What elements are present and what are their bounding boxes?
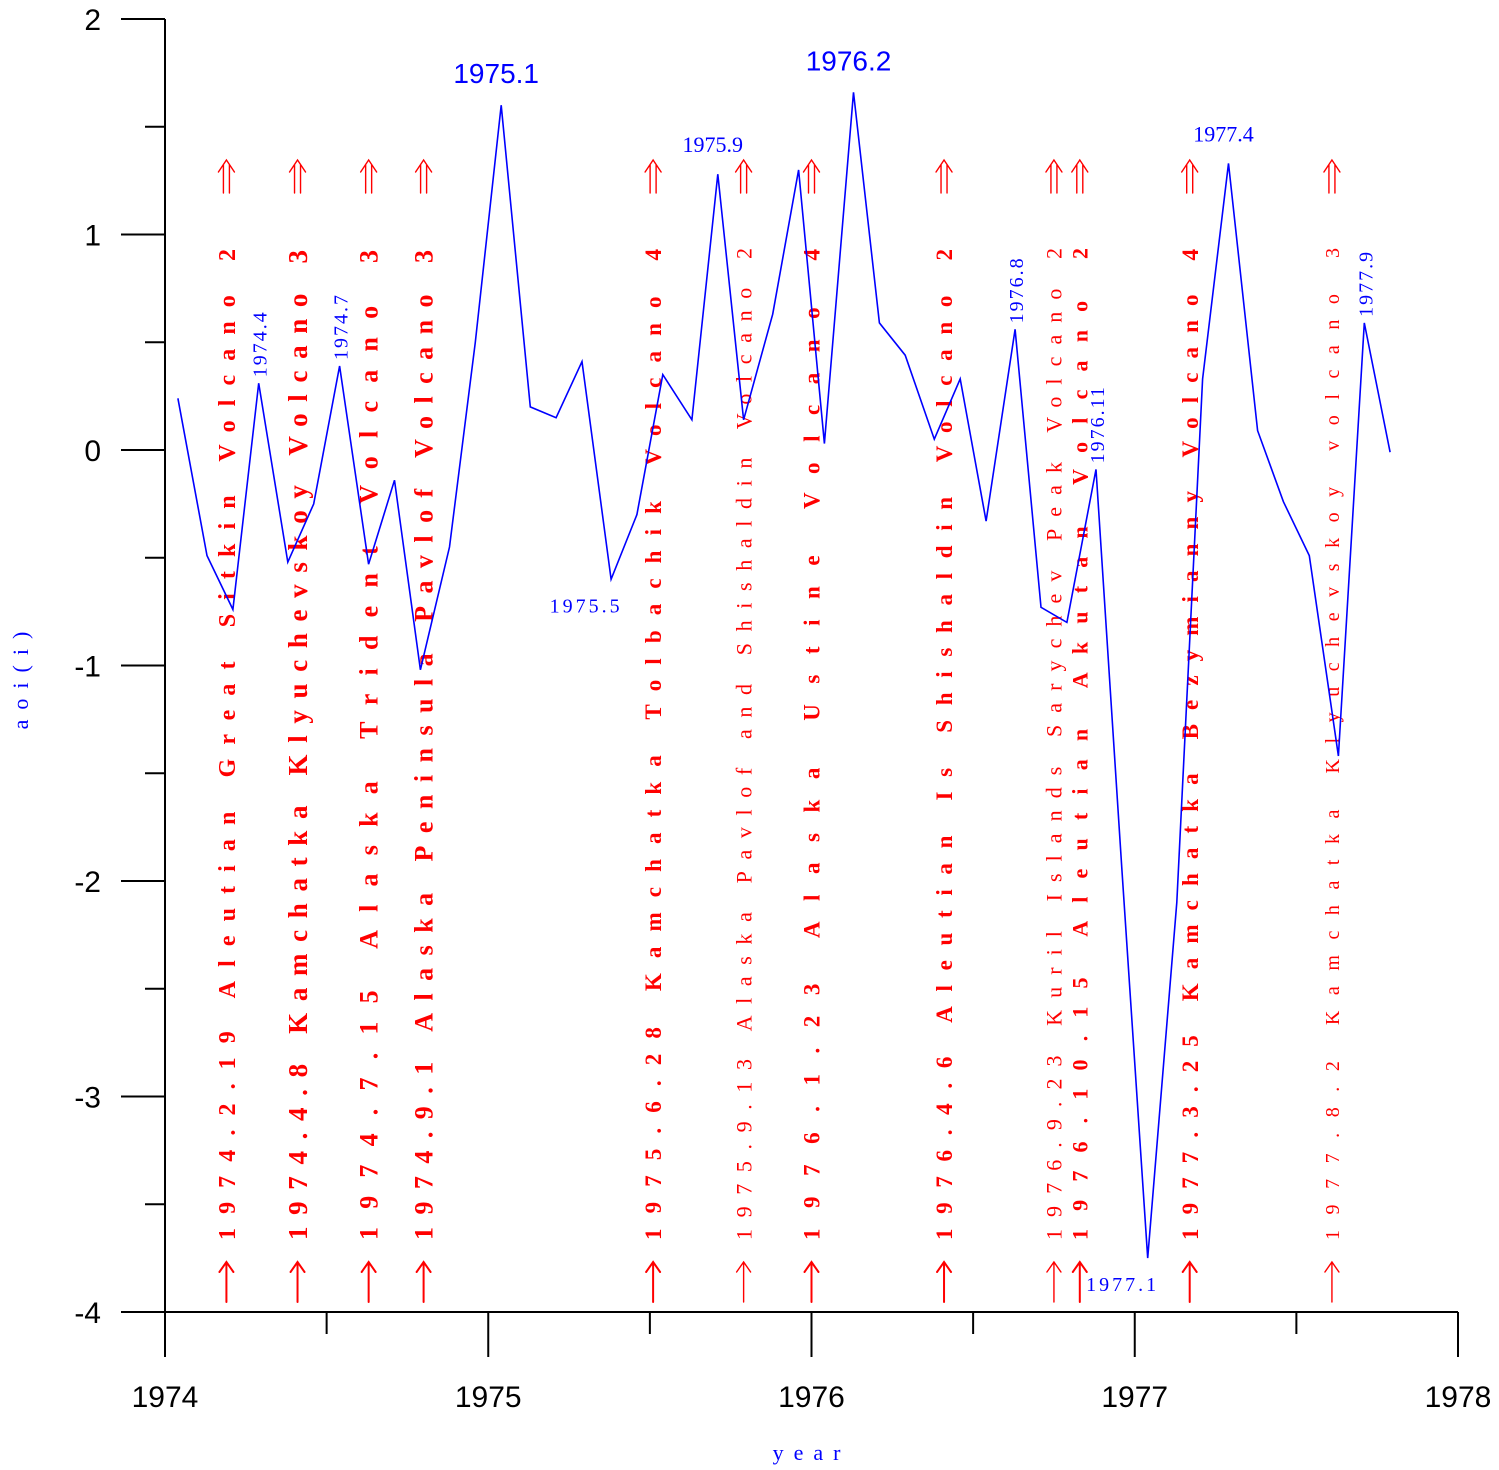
peak-label: 1975.5 — [550, 595, 623, 617]
peak-label: 1974.7 — [331, 293, 353, 360]
peak-label: 1976.2 — [806, 45, 892, 76]
peak-label: 1976.8 — [1006, 256, 1028, 323]
event-arrow-up-icon — [936, 1260, 953, 1303]
event-annotation: 1976.9.23 Kuril Islands Sarychev Peak Vo… — [1042, 158, 1067, 1303]
peak-label: 1977.4 — [1193, 121, 1254, 146]
event-double-arrow-icon — [217, 158, 236, 194]
event-double-arrow-icon — [802, 158, 821, 194]
event-label: 1976.1.23 Alaska Ustine Volcano 4 — [800, 240, 825, 1240]
y-tick-label: -2 — [74, 866, 101, 899]
peak-label: 1975.9 — [683, 132, 744, 157]
event-arrow-up-icon — [735, 1260, 752, 1303]
event-annotation: 1977.3.25 Kamchatka Bezymianny Volcano 4 — [1178, 158, 1203, 1303]
event-annotation: 1975.6.28 Kamchatka Tolbachik Volcano 4 — [641, 158, 666, 1303]
event-label: 1977.8.2 Kamchatka Klyuchevskoy volcano … — [1322, 240, 1344, 1240]
series-line — [177, 92, 1391, 1259]
y-tick-label: 1 — [84, 220, 101, 253]
event-double-arrow-icon — [359, 158, 378, 194]
y-axis-title: aoi(i) — [8, 622, 33, 730]
x-tick-label: 1974 — [132, 1381, 199, 1414]
event-double-arrow-icon — [935, 158, 953, 194]
y-tick-label: -4 — [74, 1297, 101, 1330]
peak-labels: 1974.4 1974.7 1975.1 1975.5 1975.9 1976.2 1976… — [250, 45, 1378, 1296]
event-label: 1974.4.8 Kamchatka Klyuchevskoy Volcano … — [283, 240, 313, 1240]
y-tick-label: -1 — [74, 651, 101, 684]
event-annotation: 1976.10.15 Aleutian Akutan Volcano 2 — [1067, 158, 1092, 1303]
event-double-arrow-icon — [414, 158, 433, 194]
event-arrow-up-icon — [1324, 1260, 1340, 1303]
event-double-arrow-icon — [1045, 158, 1063, 194]
x-ticks: 1974 1975 1976 1977 1978 — [132, 1312, 1492, 1414]
event-double-arrow-icon — [1323, 158, 1341, 194]
event-label: 1974.7.15 Alaska Trident Volcano 3 — [355, 240, 384, 1240]
peak-label: 1977.9 — [1355, 250, 1377, 317]
event-double-arrow-icon — [1181, 158, 1199, 194]
event-annotation: 1974.9.1 Alaska Peninsula Pavlof Volcano… — [410, 158, 439, 1303]
event-arrow-up-icon — [360, 1260, 377, 1303]
event-annotation: 1974.2.19 Aleutian Great Sitkin Volcano … — [215, 158, 241, 1303]
x-tick-label: 1977 — [1101, 1381, 1168, 1414]
event-arrow-up-icon — [218, 1260, 235, 1303]
event-arrow-up-icon — [415, 1260, 432, 1303]
event-double-arrow-icon — [734, 158, 753, 194]
x-tick-label: 1978 — [1425, 1381, 1492, 1414]
event-double-arrow-icon — [1071, 158, 1089, 194]
event-label: 1977.3.25 Kamchatka Bezymianny Volcano 4 — [1178, 240, 1203, 1240]
event-arrow-up-icon — [645, 1260, 662, 1303]
event-double-arrow-icon — [288, 158, 307, 194]
event-label: 1974.9.1 Alaska Peninsula Pavlof Volcano… — [410, 240, 439, 1240]
event-annotation: 1974.4.8 Kamchatka Klyuchevskoy Volcano … — [283, 158, 313, 1303]
y-tick-label: -3 — [74, 1082, 101, 1115]
x-tick-label: 1976 — [778, 1381, 845, 1414]
event-annotation: 1976.4.6 Aleutian Is Shishaldin Volcano … — [932, 158, 957, 1303]
event-arrow-up-icon — [1046, 1260, 1062, 1303]
y-tick-label: 2 — [84, 4, 101, 37]
x-axis-title: year — [773, 1440, 851, 1465]
peak-label: 1974.4 — [250, 310, 272, 377]
event-annotations: 1974.2.19 Aleutian Great Sitkin Volcano … — [215, 158, 1344, 1303]
peak-label: 1977.1 — [1086, 1274, 1159, 1296]
peak-label: 1975.1 — [453, 58, 539, 89]
event-label: 1976.9.23 Kuril Islands Sarychev Peak Vo… — [1042, 240, 1067, 1240]
event-double-arrow-icon — [644, 158, 662, 194]
y-tick-label: 0 — [84, 435, 101, 468]
x-tick-label: 1975 — [455, 1381, 522, 1414]
peak-label: 1976.11 — [1087, 385, 1109, 463]
event-annotation: 1974.7.15 Alaska Trident Volcano 3 — [355, 158, 384, 1303]
event-arrow-up-icon — [1071, 1260, 1088, 1303]
event-annotation: 1976.1.23 Alaska Ustine Volcano 4 — [800, 158, 825, 1303]
series-layer — [177, 92, 1391, 1259]
event-label: 1976.4.6 Aleutian Is Shishaldin Volcano … — [932, 240, 957, 1240]
event-label: 1974.2.19 Aleutian Great Sitkin Volcano … — [215, 240, 241, 1240]
y-ticks: 2 1 0 -1 -2 -3 -4 — [74, 4, 165, 1330]
event-arrow-up-icon — [1181, 1260, 1198, 1303]
event-arrow-up-icon — [289, 1260, 306, 1303]
event-arrow-up-icon — [803, 1260, 820, 1303]
event-label: 1975.6.28 Kamchatka Tolbachik Volcano 4 — [641, 240, 666, 1240]
event-annotation: 1977.8.2 Kamchatka Klyuchevskoy volcano … — [1322, 158, 1344, 1303]
